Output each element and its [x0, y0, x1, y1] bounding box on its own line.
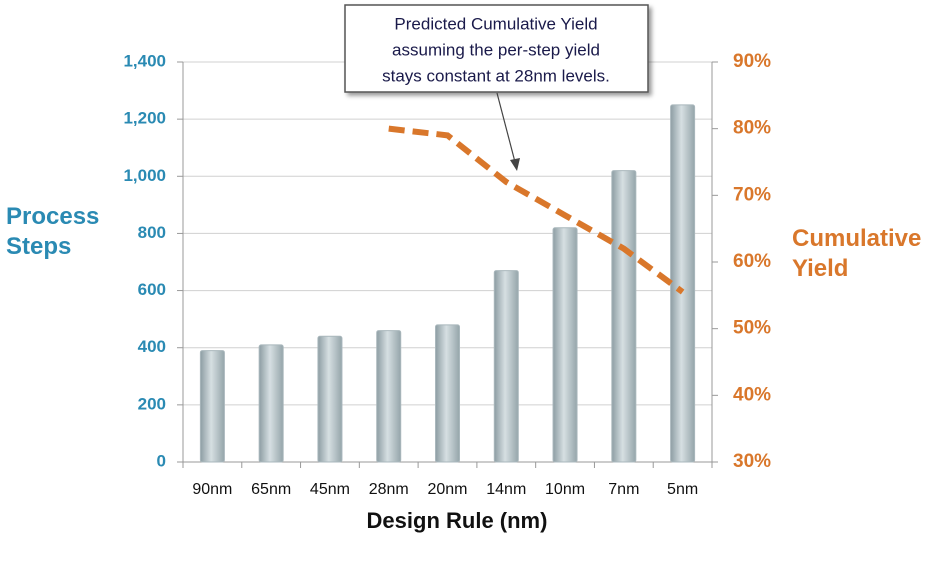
- y2-axis-title: Cumulative Yield: [792, 225, 922, 282]
- y2-tick-label: 50%: [733, 318, 771, 339]
- annotation: assuming the per-step yield: [392, 40, 600, 59]
- x-tick-label: 14nm: [486, 481, 526, 498]
- annotation: Predicted Cumulative Yield: [394, 14, 597, 33]
- x-tick-label: 7nm: [608, 481, 639, 498]
- y2-tick-label: 40%: [733, 384, 771, 405]
- bar: [317, 335, 343, 463]
- x-tick-label: 20nm: [427, 481, 467, 498]
- x-tick-label: 5nm: [667, 481, 698, 498]
- bar: [611, 170, 637, 463]
- bar: [199, 350, 225, 463]
- x-tick-label: 28nm: [369, 481, 409, 498]
- y2-tick-label: 80%: [733, 118, 771, 139]
- x-tick-label: 10nm: [545, 481, 585, 498]
- y-tick-label: 1,000: [123, 166, 166, 185]
- y-tick-label: 400: [138, 337, 166, 356]
- x-tick-label: 65nm: [251, 481, 291, 498]
- annotation-arrow: [496, 92, 516, 163]
- bar: [552, 227, 578, 463]
- y-tick-label: 600: [138, 280, 166, 299]
- annotation-box: [344, 4, 649, 93]
- y2-tick-label: 60%: [733, 251, 771, 272]
- y-tick-label: 200: [138, 394, 166, 413]
- x-tick-label: 45nm: [310, 481, 350, 498]
- y-tick-label: 1,200: [123, 109, 166, 128]
- y-tick-label: 800: [138, 223, 166, 242]
- arrow-head: [510, 158, 520, 171]
- bar: [258, 344, 284, 463]
- bar: [670, 104, 696, 463]
- y-tick-label: 0: [157, 451, 166, 470]
- y2-tick-label: 70%: [733, 184, 771, 205]
- yield-line: [388, 125, 685, 295]
- bar: [435, 324, 460, 463]
- y2-tick-label: 30%: [733, 451, 771, 472]
- y-axis-title: Process Steps: [6, 203, 100, 260]
- x-axis-title: Design Rule (nm): [367, 508, 548, 533]
- annotation: stays constant at 28nm levels.: [382, 66, 610, 85]
- bar: [493, 270, 519, 463]
- x-tick-label: 90nm: [192, 481, 232, 498]
- bar: [376, 330, 402, 463]
- y2-tick-label: 90%: [733, 51, 771, 72]
- y-tick-label: 1,400: [123, 51, 166, 70]
